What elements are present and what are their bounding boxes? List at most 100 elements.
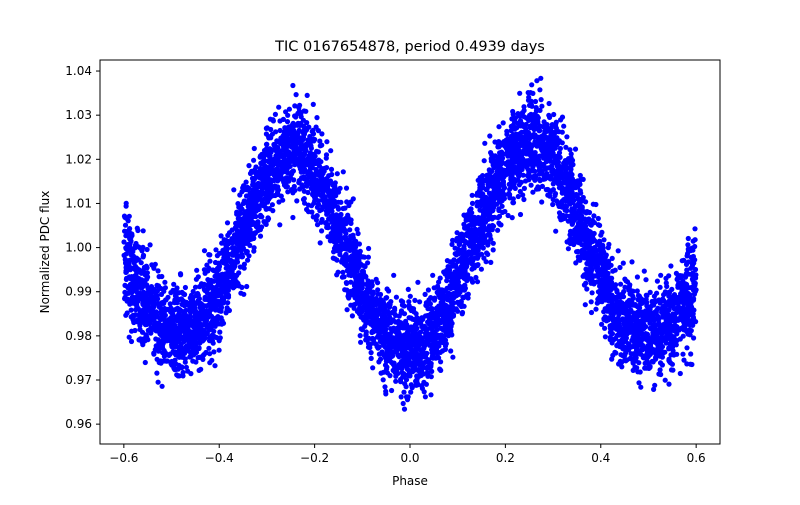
data-point [275, 158, 281, 164]
data-point [257, 233, 264, 239]
data-point [340, 269, 346, 275]
data-point [684, 345, 690, 351]
data-point [658, 340, 664, 346]
data-point [638, 319, 644, 325]
data-point [121, 213, 128, 219]
data-point [609, 331, 616, 337]
data-point [260, 172, 266, 178]
data-point [657, 284, 663, 290]
data-point [647, 320, 653, 326]
data-point [485, 240, 491, 246]
data-point [319, 131, 325, 137]
data-point [692, 243, 698, 250]
data-point [211, 285, 217, 291]
data-point [681, 301, 687, 307]
data-point [174, 285, 180, 291]
data-point [676, 274, 682, 280]
data-point [232, 224, 239, 231]
data-point [159, 383, 165, 389]
data-point [302, 200, 308, 206]
data-point [389, 351, 395, 357]
data-point [436, 279, 442, 285]
data-point [657, 300, 663, 306]
data-point [609, 275, 615, 281]
data-point [496, 124, 502, 130]
data-point [602, 325, 608, 331]
data-point [145, 274, 151, 280]
data-point [137, 326, 143, 333]
data-point [685, 242, 691, 248]
data-point [195, 274, 201, 280]
data-point [556, 129, 562, 135]
data-point [641, 268, 647, 274]
data-point [652, 382, 658, 388]
data-point [261, 153, 268, 159]
data-point [302, 148, 308, 154]
data-point [317, 143, 323, 149]
data-point [277, 118, 283, 124]
data-point [251, 145, 257, 152]
data-point [245, 257, 251, 263]
data-point [568, 166, 574, 172]
data-point [135, 306, 141, 312]
data-point [195, 290, 201, 297]
data-point [298, 111, 304, 117]
data-point [510, 200, 517, 206]
data-point [422, 394, 428, 400]
data-point [269, 147, 275, 153]
data-point [626, 347, 632, 353]
data-point [671, 352, 677, 358]
data-point [347, 247, 353, 253]
data-point [309, 203, 315, 209]
data-point [304, 92, 310, 98]
data-point [525, 158, 532, 164]
data-point [319, 228, 325, 234]
data-point [332, 180, 338, 186]
data-point [207, 258, 213, 264]
data-point [267, 194, 273, 200]
data-point [225, 294, 232, 300]
data-point [336, 232, 342, 238]
data-point [290, 214, 296, 221]
data-point [344, 287, 350, 293]
data-point [651, 386, 657, 392]
data-point [180, 373, 186, 379]
data-point [425, 287, 431, 293]
data-point [561, 123, 567, 129]
data-point [588, 309, 595, 316]
data-point [509, 215, 515, 221]
data-point [452, 245, 458, 251]
data-point [556, 150, 563, 156]
data-point [240, 200, 247, 206]
data-point [501, 191, 507, 197]
data-point [548, 153, 554, 159]
data-point [668, 263, 674, 269]
data-point [573, 191, 579, 198]
data-point [200, 356, 206, 362]
data-point [564, 187, 570, 193]
data-point [178, 272, 184, 278]
data-point [188, 371, 194, 377]
data-point [500, 167, 506, 173]
data-point [620, 260, 626, 266]
data-point [456, 242, 462, 248]
data-point [539, 183, 546, 189]
data-point [444, 278, 450, 284]
data-point [614, 343, 620, 349]
data-point [517, 211, 524, 218]
data-point [311, 153, 317, 159]
data-point [531, 131, 537, 138]
data-point [334, 171, 340, 177]
data-point [375, 287, 381, 293]
data-point [470, 246, 476, 252]
data-point [421, 323, 428, 329]
data-point [293, 158, 300, 164]
data-point [171, 365, 177, 371]
data-point [201, 248, 208, 254]
data-point [557, 145, 564, 152]
data-point [603, 318, 610, 324]
data-point [132, 245, 138, 251]
data-point [401, 311, 408, 317]
data-point [304, 206, 310, 213]
data-point [602, 258, 608, 264]
